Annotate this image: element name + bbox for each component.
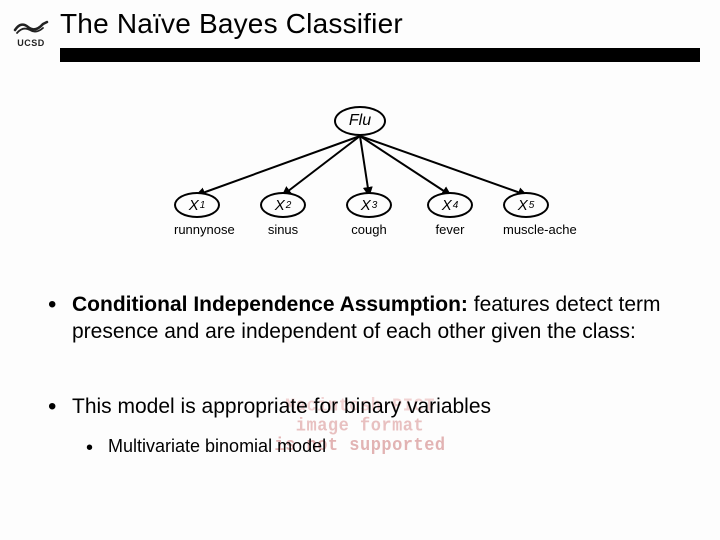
leaf-ellipse: X2 [260,192,306,218]
leaf-label: cough [346,222,392,237]
bayes-net-diagram: Flu X1runnynoseX2sinusX3coughX4feverX5mu… [0,100,720,280]
bullet-2-text: This model is appropriate for binary var… [72,395,491,418]
root-label: Flu [349,112,371,130]
leaf-ellipse: X5 [503,192,549,218]
leaf-ellipse: X4 [427,192,473,218]
bullet-2: This model is appropriate for binary var… [48,394,678,421]
leaf-ellipse: X1 [174,192,220,218]
leaf-sub: 5 [529,200,535,211]
leaf-var: X [442,197,452,214]
leaf-node: X3 cough [346,192,392,237]
edge [197,136,360,195]
bullet-1: Conditional Independence Assumption: fea… [48,292,678,346]
bullet-2-sub: Multivariate binomial model [48,435,678,458]
leaf-sub: 1 [200,200,206,211]
leaf-label: runnynose [174,222,235,237]
leaf-sub: 2 [286,200,292,211]
leaf-label: muscle-ache [503,222,577,237]
leaf-sub: 4 [453,200,459,211]
edge [360,136,526,195]
leaf-label: fever [427,222,473,237]
leaf-var: X [275,197,285,214]
leaf-node: X1 runnynose [174,192,235,237]
leaf-var: X [361,197,371,214]
root-ellipse: Flu [334,106,386,136]
leaf-node: X5 muscle-ache [503,192,577,237]
leaf-ellipse: X3 [346,192,392,218]
leaf-sub: 3 [372,200,378,211]
edge [360,136,369,195]
edge [360,136,450,195]
leaf-node: X4 fever [427,192,473,237]
bullet-2-sub-text: Multivariate binomial model [108,436,326,456]
leaf-label: sinus [260,222,306,237]
title-underline-bar [60,48,700,62]
slide-title: The Naïve Bayes Classifier [60,8,720,40]
leaf-var: X [189,197,199,214]
slide-header: The Naïve Bayes Classifier [0,0,720,64]
leaf-var: X [518,197,528,214]
bullet-list: Conditional Independence Assumption: fea… [48,292,678,458]
leaf-node: X2 sinus [260,192,306,237]
root-node: Flu [334,106,386,136]
bullet-1-bold: Conditional Independence Assumption: [72,293,468,316]
edge [283,136,360,195]
